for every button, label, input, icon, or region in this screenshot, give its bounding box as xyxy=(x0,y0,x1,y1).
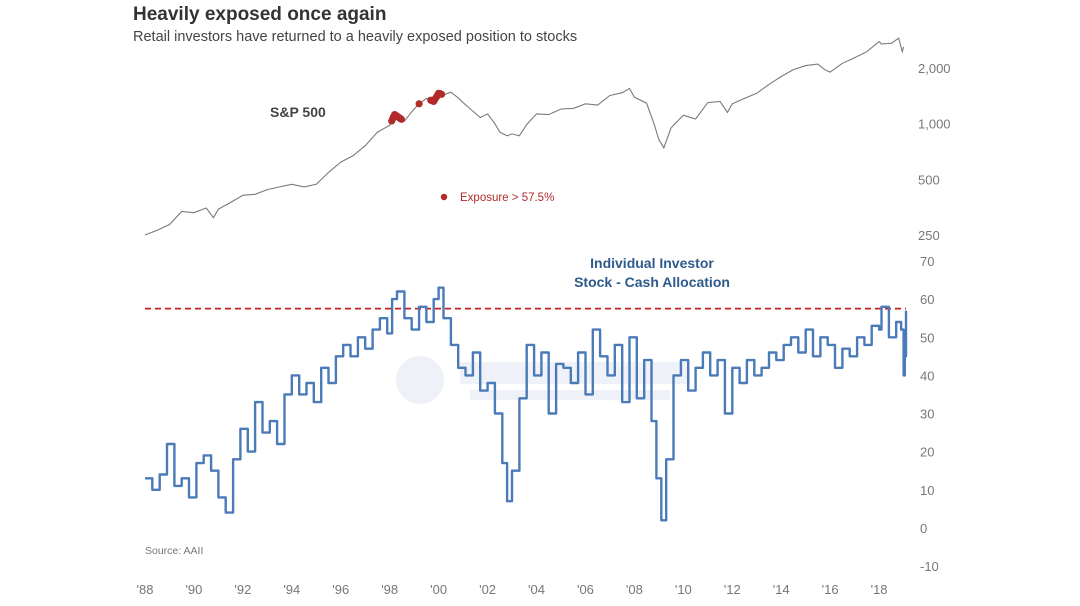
legend-text: Exposure > 57.5% xyxy=(460,192,554,204)
x-tick-6: '00 xyxy=(430,582,447,597)
sp500-panel: 250 500 1,000 2,000 S&P 500 Exposure > 57.5… xyxy=(144,37,951,243)
allocation-title-line-1: Individual Investor xyxy=(590,255,714,271)
watermark xyxy=(396,356,690,404)
allocation-y-tick-2: 10 xyxy=(920,483,934,498)
allocation-y-tick-8: 70 xyxy=(920,254,934,269)
x-tick-14: '16 xyxy=(822,582,839,597)
chart-subtitle: Retail investors have returned to a heav… xyxy=(133,29,578,45)
chart-title: Heavily exposed once again xyxy=(133,4,387,25)
x-tick-12: '12 xyxy=(724,582,741,597)
allocation-line xyxy=(145,286,908,522)
allocation-y-tick-7: 60 xyxy=(920,292,934,307)
x-tick-2: '92 xyxy=(234,582,251,597)
sp500-y-tick-0: 250 xyxy=(918,228,940,243)
sp500-y-tick-2: 1,000 xyxy=(918,117,951,132)
allocation-title-line-2: Stock - Cash Allocation xyxy=(574,274,730,290)
x-tick-10: '08 xyxy=(626,582,643,597)
allocation-y-tick-4: 30 xyxy=(920,407,934,422)
sp500-y-tick-1: 500 xyxy=(918,172,940,187)
allocation-y-axis: -10 0 10 20 30 40 50 60 70 xyxy=(920,254,939,574)
sp500-label: S&P 500 xyxy=(270,104,326,120)
x-tick-13: '14 xyxy=(773,582,790,597)
allocation-panel: -10 0 10 20 30 40 50 60 70 Individual Investor S… xyxy=(137,254,939,597)
allocation-y-tick-1: 0 xyxy=(920,521,927,536)
source-note: Source: AAII xyxy=(145,545,203,557)
x-tick-5: '98 xyxy=(381,582,398,597)
x-tick-1: '90 xyxy=(185,582,202,597)
x-tick-7: '02 xyxy=(479,582,496,597)
allocation-y-tick-5: 40 xyxy=(920,368,934,383)
sp500-line xyxy=(144,37,905,236)
x-tick-0: '88 xyxy=(137,582,154,597)
x-tick-8: '04 xyxy=(528,582,545,597)
x-tick-15: '18 xyxy=(871,582,888,597)
sp500-y-tick-3: 2,000 xyxy=(918,61,951,76)
x-axis: '88 '90 '92 '94 '96 '98 '00 '02 '04 '06 '08 '10 '12 '… xyxy=(137,582,888,597)
x-tick-9: '06 xyxy=(577,582,594,597)
allocation-y-tick-6: 50 xyxy=(920,330,934,345)
sp500-y-axis: 250 500 1,000 2,000 xyxy=(918,61,951,243)
exposure-markers xyxy=(388,89,446,125)
x-tick-4: '96 xyxy=(332,582,349,597)
x-tick-11: '10 xyxy=(675,582,692,597)
exposure-marker-10 xyxy=(397,115,405,123)
legend-marker xyxy=(440,193,448,201)
exposure-marker-11 xyxy=(415,100,423,108)
exposure-marker-23 xyxy=(438,90,446,98)
allocation-y-tick-3: 20 xyxy=(920,445,934,460)
allocation-y-tick-0: -10 xyxy=(920,559,939,574)
x-tick-3: '94 xyxy=(283,582,300,597)
